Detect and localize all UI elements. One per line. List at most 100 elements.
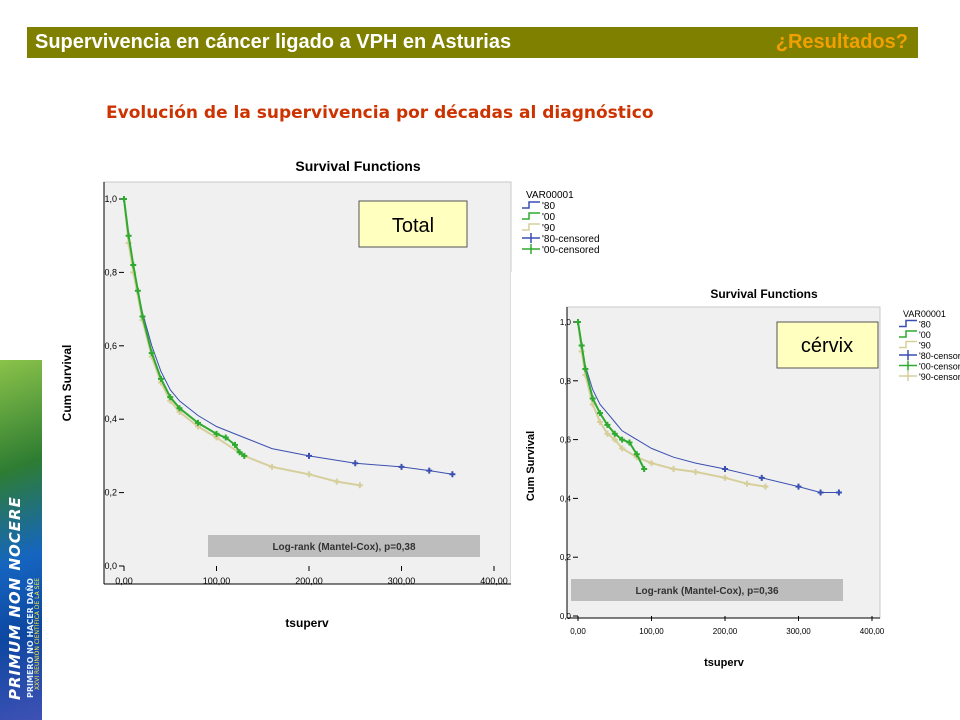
- y-tick-label: 0,0: [560, 612, 572, 621]
- censor-mark: [597, 418, 604, 425]
- legend-item: '90-censored: [919, 372, 960, 382]
- censor-mark: [236, 449, 243, 456]
- logrank-text: Log-rank (Mantel-Cox), p=0,38: [272, 542, 416, 553]
- chart-title: Survival Functions: [295, 158, 420, 174]
- y-tick-label: 1,0: [104, 194, 117, 204]
- side-banner-logo: PRIMUM NON NOCERE PRIMERO NO HACER DAÑO …: [0, 360, 42, 720]
- censor-mark: [722, 474, 728, 481]
- legend-item: '00-censored: [919, 362, 960, 372]
- title-bar: Supervivencia en cáncer ligado a VPH en …: [27, 27, 918, 58]
- censor-mark: [121, 196, 127, 202]
- label-box: [358, 200, 468, 248]
- y-tick-label: 0,4: [560, 494, 572, 503]
- censor-mark: [648, 460, 655, 467]
- legend-item: '00: [542, 212, 555, 223]
- legend-line-swatch: [522, 201, 540, 209]
- censor-mark: [619, 436, 626, 443]
- censor-mark: [426, 467, 433, 474]
- x-tick-label: 100,00: [203, 576, 231, 586]
- censor-mark: [213, 430, 220, 437]
- censor-mark: [269, 463, 275, 470]
- legend-censor-swatch: [899, 360, 917, 371]
- x-tick-label: 200,00: [713, 627, 738, 636]
- censor-mark: [597, 410, 604, 417]
- legend-item: '80-censored: [919, 351, 960, 361]
- legend-item: '80: [919, 320, 931, 330]
- censor-mark: [333, 478, 340, 485]
- censor-mark: [306, 471, 312, 478]
- y-tick-label: 0,6: [560, 436, 572, 445]
- x-axis-label: tsuperv: [285, 616, 329, 630]
- censor-mark: [176, 405, 183, 412]
- logrank-box: [571, 579, 843, 601]
- censor-mark: [604, 430, 611, 437]
- series-line-80: [577, 321, 839, 493]
- legend-line-swatch: [522, 212, 540, 220]
- censor-mark: [633, 451, 640, 458]
- censor-mark: [241, 452, 248, 459]
- x-tick-label: 100,00: [639, 627, 664, 636]
- y-tick-label: 0,6: [104, 341, 117, 351]
- censor-mark: [611, 430, 618, 437]
- x-tick-label: 400,00: [480, 576, 508, 586]
- censor-mark: [795, 483, 802, 490]
- label-box: [776, 321, 879, 369]
- censor-mark: [744, 480, 751, 487]
- legend-item: '00: [919, 330, 931, 340]
- censor-mark: [817, 489, 824, 496]
- censor-mark: [611, 436, 618, 443]
- legend: VAR00001'80'00'90'80-censored'00-censore…: [899, 309, 960, 382]
- x-tick-label: 200,00: [295, 576, 323, 586]
- legend-censor-swatch: [522, 233, 540, 243]
- legend-line-swatch: [899, 319, 917, 328]
- censor-mark: [158, 375, 164, 382]
- censor-mark: [139, 313, 146, 320]
- y-tick-label: 0,8: [560, 377, 572, 386]
- x-tick-label: 300,00: [786, 627, 811, 636]
- x-tick-label: 0,00: [570, 627, 586, 636]
- y-axis-label: Cum Survival: [60, 345, 74, 422]
- censor-mark: [589, 395, 596, 402]
- censor-mark: [195, 419, 201, 426]
- censor-mark: [398, 463, 405, 470]
- y-tick-label: 0,4: [104, 414, 117, 424]
- slide-subtitle: Evolución de la supervivencia por década…: [106, 103, 654, 123]
- censor-mark: [578, 342, 585, 349]
- censor-mark: [835, 489, 842, 496]
- label-box-text: cérvix: [801, 335, 853, 357]
- x-tick-label: 0,00: [115, 576, 133, 586]
- censor-mark: [582, 366, 589, 373]
- logrank-box: [208, 535, 480, 557]
- censor-mark: [626, 439, 633, 446]
- chart-title: Survival Functions: [710, 287, 818, 301]
- legend-item: '90: [919, 341, 931, 351]
- x-tick-label: 300,00: [388, 576, 416, 586]
- y-tick-label: 0,8: [104, 267, 117, 277]
- legend-item: '00-censored: [542, 245, 600, 256]
- censor-mark: [130, 262, 137, 269]
- label-box-text: Total: [392, 215, 434, 237]
- legend-title: VAR00001: [526, 190, 574, 201]
- y-axis-label: Cum Survival: [525, 431, 537, 501]
- censor-mark: [449, 471, 456, 478]
- censor-mark: [134, 287, 141, 294]
- censor-mark: [619, 445, 626, 452]
- legend-censor-swatch: [522, 244, 540, 254]
- censor-mark: [722, 466, 728, 472]
- legend: VAR00001'80'00'90'80-censored'00-censore…: [522, 190, 600, 256]
- censor-mark: [167, 394, 174, 401]
- censor-mark: [352, 460, 359, 467]
- legend-item: '80-censored: [542, 234, 600, 245]
- censor-mark: [762, 483, 769, 490]
- legend-censor-swatch: [899, 350, 917, 360]
- legend-item: '90: [542, 223, 555, 234]
- legend-item: '80: [542, 201, 555, 212]
- censor-mark: [232, 441, 238, 448]
- censor-mark: [148, 350, 155, 357]
- y-tick-label: 0,2: [104, 488, 117, 498]
- censor-mark: [125, 232, 132, 239]
- censor-mark: [758, 474, 765, 481]
- plot-area: [103, 181, 512, 585]
- results-label: ¿Resultados?: [775, 31, 908, 53]
